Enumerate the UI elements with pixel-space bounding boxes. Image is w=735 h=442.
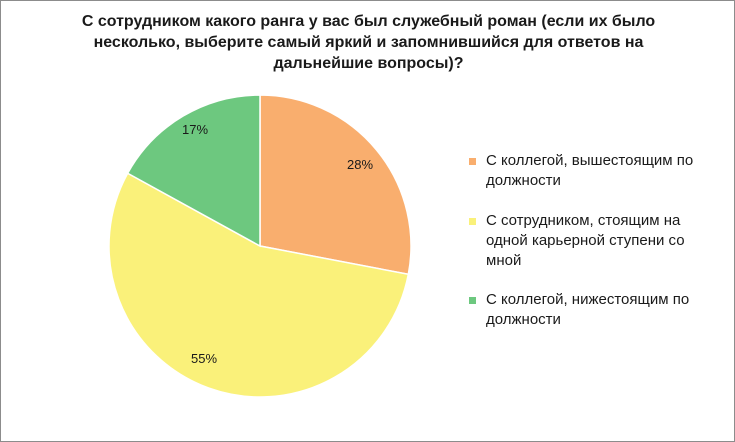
legend-item-peer: С сотрудником, стоящим на одной карьерно… [469, 211, 729, 271]
chart-title: С сотрудником какого ранга у вас был слу… [61, 11, 676, 74]
chart-title-line: дальнейшие вопросы)? [273, 55, 464, 72]
data-label: 28% [347, 157, 373, 172]
legend-label-line: С сотрудником, стоящим на [486, 212, 681, 229]
legend-label-line: мной [486, 252, 522, 269]
pie-slice [259, 94, 412, 276]
legend-swatch [469, 297, 476, 304]
data-label: 55% [191, 351, 217, 366]
legend-label-line: С коллегой, вышестоящим по [486, 152, 694, 169]
legend-item-superior: С коллегой, вышестоящим по должности [469, 151, 729, 191]
chart-title-line: С сотрудником какого ранга у вас был слу… [81, 13, 656, 30]
pie-slice [126, 94, 261, 248]
legend-item-subordinate: С коллегой, нижестоящим по должности [469, 290, 729, 330]
legend-swatch [469, 158, 476, 165]
legend-label-line: одной карьерной ступени со [486, 232, 685, 249]
legend-label-line: должности [486, 172, 561, 189]
legend: С коллегой, вышестоящим по должности С с… [469, 151, 729, 350]
legend-swatch [469, 218, 476, 225]
data-label: 17% [182, 122, 208, 137]
chart-title-line: несколько, выберите самый яркий и запомн… [93, 34, 644, 51]
pie-slice [108, 172, 410, 398]
legend-label-line: С коллегой, нижестоящим по [486, 291, 690, 308]
legend-label-line: должности [486, 311, 561, 328]
